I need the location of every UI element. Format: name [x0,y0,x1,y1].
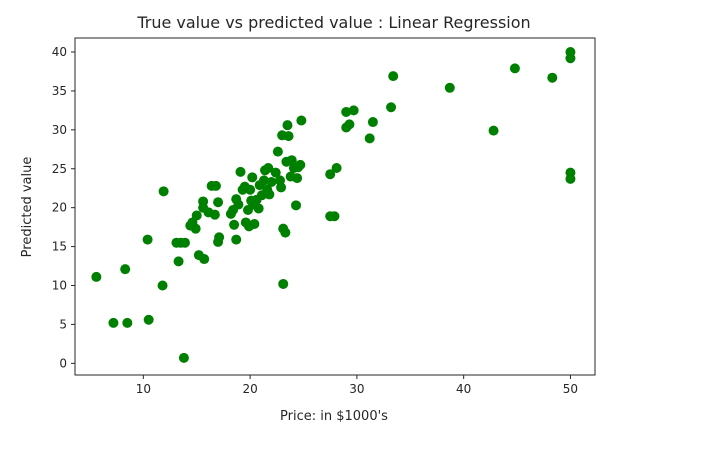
data-point [291,200,302,211]
data-point [329,211,340,222]
data-point [565,53,576,64]
data-point [270,167,281,178]
data-point [122,317,133,328]
data-point [229,219,240,230]
data-point [509,63,520,74]
data-point [108,317,119,328]
data-point [364,133,375,144]
data-point [367,117,378,128]
points-layer [91,47,576,363]
data-point [547,72,558,83]
data-point [158,186,169,197]
data-point [341,106,352,117]
y-tick-label: 35 [52,84,67,98]
data-point [179,237,190,248]
y-tick-label: 15 [52,240,67,254]
data-point [231,234,242,245]
data-point [191,210,202,221]
data-point [348,105,359,116]
data-point [235,166,246,177]
data-point [565,173,576,184]
data-point [278,278,289,289]
x-axis-label: Price: in $1000's [280,409,388,424]
y-tick-label: 0 [59,356,67,370]
data-point [276,182,287,193]
data-point [266,176,277,187]
chart-title: True value vs predicted value : Linear R… [136,13,530,32]
y-tick-label: 20 [52,201,67,215]
data-point [142,234,153,245]
data-point [214,232,225,243]
data-point [247,172,258,183]
y-tick-label: 25 [52,162,67,176]
x-tick-label: 40 [456,382,471,396]
data-point [143,314,154,325]
data-point [325,169,336,180]
data-point [258,175,269,186]
data-point [249,219,260,230]
data-point [386,102,397,113]
data-point [178,352,189,363]
y-tick-label: 5 [59,317,67,331]
y-axis: 0 5 10 15 20 25 30 35 40 [52,45,75,370]
data-point [296,115,307,126]
plot-frame [74,37,596,376]
data-point [280,227,291,238]
data-point [245,184,256,195]
data-point [272,146,283,157]
data-point [283,131,294,142]
data-point [233,199,244,210]
data-point [331,162,342,173]
data-point [292,173,303,184]
data-point [198,196,209,207]
data-point [199,254,210,265]
x-axis: 10 20 30 40 50 [136,375,578,396]
data-point [388,71,399,82]
data-point [209,209,220,220]
x-tick-label: 30 [349,382,364,396]
data-point [444,82,455,93]
data-point [488,125,499,136]
data-point [286,155,297,166]
data-point [264,189,275,200]
data-point [282,120,293,131]
data-point [213,197,224,208]
data-point [344,119,355,130]
data-point [263,162,274,173]
data-point [173,256,184,267]
y-tick-label: 40 [52,45,67,59]
data-point [91,271,102,282]
data-point [210,180,221,191]
data-point [295,159,306,170]
y-tick-label: 30 [52,123,67,137]
y-axis-label: Predicted value [20,157,35,258]
x-tick-label: 20 [242,382,257,396]
data-point [253,203,264,214]
y-tick-label: 10 [52,278,67,292]
x-tick-label: 10 [136,382,151,396]
data-point [190,223,201,234]
data-point [120,264,131,275]
x-tick-label: 50 [563,382,578,396]
data-point [157,280,168,291]
